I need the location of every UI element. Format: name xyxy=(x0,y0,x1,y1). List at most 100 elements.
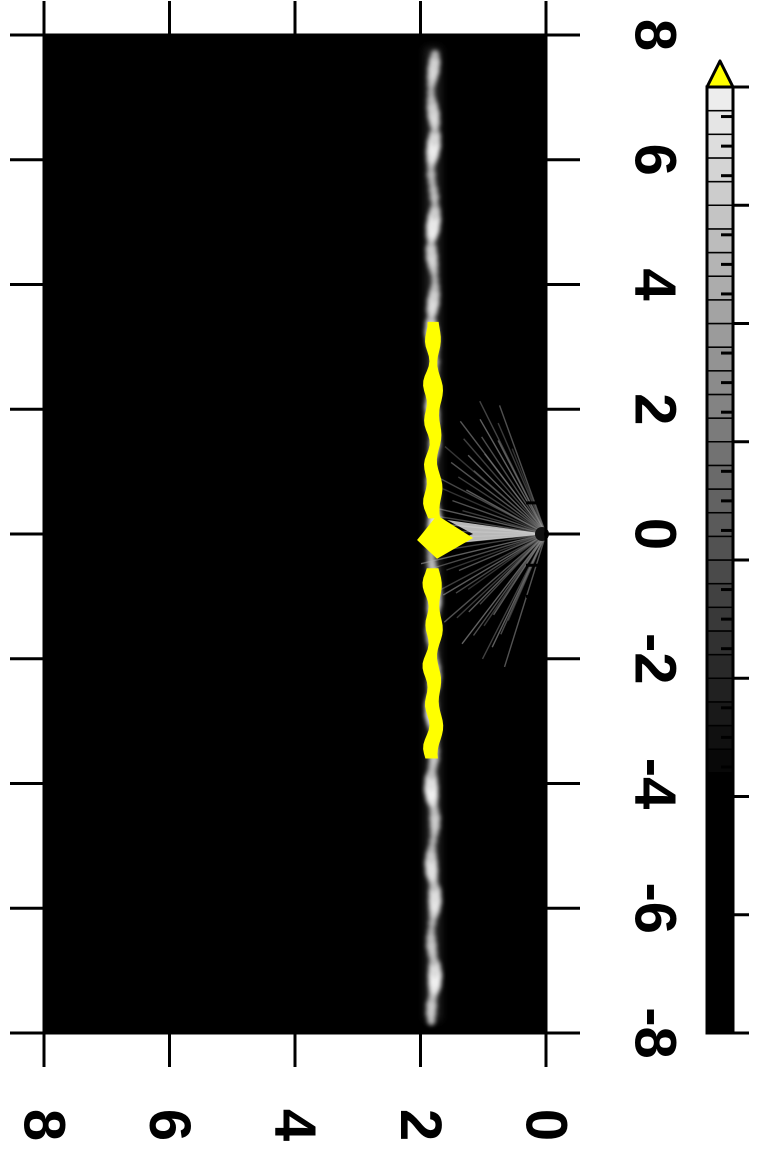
x-tick-label: -4 xyxy=(623,758,688,810)
colorbar-segment xyxy=(706,417,734,443)
colorbar-segment xyxy=(706,299,734,325)
disk-peak-lower-arm xyxy=(422,568,444,759)
y-tick-label: 2 xyxy=(388,1109,453,1141)
colorbar-segment xyxy=(706,86,734,112)
colorbar-segment xyxy=(706,866,734,892)
y-axis xyxy=(42,1,548,1067)
disk-clump xyxy=(427,88,436,97)
disk-peak-center xyxy=(417,515,474,559)
colorbar-segment xyxy=(706,464,734,490)
colorbar xyxy=(705,59,749,1035)
colorbar-segment xyxy=(706,795,734,821)
colorbar-segment xyxy=(706,180,734,207)
y-tick-label: 4 xyxy=(263,1109,328,1141)
x-tick-label: 2 xyxy=(623,393,688,425)
colorbar-segment xyxy=(706,228,734,254)
jet-ray xyxy=(467,533,547,590)
colorbar-segment xyxy=(706,582,734,609)
colorbar-segment xyxy=(706,393,734,419)
colorbar-segment xyxy=(706,677,734,703)
disk-clump xyxy=(429,836,438,846)
disk-clump xyxy=(429,204,441,221)
disk-clump xyxy=(427,926,436,935)
jet-ray xyxy=(458,533,547,572)
disk-clump xyxy=(428,184,438,196)
colorbar-segment xyxy=(706,535,734,561)
jet-ray xyxy=(429,533,547,596)
jet-ray xyxy=(461,533,547,645)
jet-fan xyxy=(420,400,549,668)
colorbar-segment xyxy=(706,511,734,538)
jet-ray xyxy=(497,422,547,535)
jet-ray xyxy=(450,461,547,535)
x-tick-label: -6 xyxy=(623,882,688,934)
jet-ray xyxy=(428,505,547,535)
jet-ray xyxy=(498,405,547,535)
colorbar-segment xyxy=(706,653,734,679)
jet-ray xyxy=(479,533,547,605)
jet-ray xyxy=(467,454,547,535)
jet-ray xyxy=(420,533,547,565)
colorbar-extend-max xyxy=(705,59,735,89)
jet-ray xyxy=(456,533,547,619)
colorbar-segment xyxy=(706,890,734,916)
disk-clump xyxy=(426,932,436,945)
y-tick-label: 0 xyxy=(514,1109,579,1141)
x-axis xyxy=(10,33,580,1035)
colorbar-segment xyxy=(706,109,734,136)
x-axis-tick-labels: -8 -6 -4 -2 0 2 4 6 8 xyxy=(623,19,688,1059)
x-tick-label: 8 xyxy=(623,19,688,51)
jet-ray xyxy=(446,533,547,571)
colorbar-segment xyxy=(706,937,734,963)
disk-clump xyxy=(430,281,440,293)
disk-clump xyxy=(426,169,436,181)
colorbar-segment xyxy=(706,275,734,301)
x-tick-label: -8 xyxy=(623,1007,688,1059)
jet-ray xyxy=(452,533,547,550)
jet-ray xyxy=(452,499,547,535)
colorbar-segment xyxy=(706,630,734,656)
colorbar-segment xyxy=(706,1008,734,1034)
disk-clump xyxy=(426,94,437,106)
y-tick-label: 8 xyxy=(12,1109,77,1141)
disk-clump xyxy=(430,275,439,284)
heatmap-background xyxy=(44,35,546,1033)
jet-ray xyxy=(479,400,547,535)
disk-clump xyxy=(425,241,437,258)
y-axis-tick-labels: 0 2 4 6 8 xyxy=(12,1109,579,1141)
colorbar-segment xyxy=(706,701,734,727)
colorbar-segment xyxy=(706,441,734,467)
x-tick-label: -2 xyxy=(623,633,688,685)
x-tick-label: 4 xyxy=(623,268,688,300)
x-tick-label: 6 xyxy=(623,144,688,176)
jet-ray xyxy=(444,446,547,535)
jet-ray xyxy=(481,436,547,535)
jet-ray xyxy=(434,474,547,535)
jet-ray xyxy=(457,476,547,535)
jet-ray xyxy=(442,488,547,535)
colorbar-segment xyxy=(706,559,734,585)
heatmap-panel xyxy=(42,33,549,1035)
colorbar-segment xyxy=(706,204,734,230)
disk-peak-upper-arm xyxy=(423,321,443,519)
colorbar-segment xyxy=(706,772,734,798)
y-tick-label: 6 xyxy=(137,1109,202,1141)
jet-ray xyxy=(463,438,547,535)
jet-ray xyxy=(439,515,547,535)
disk-peak-region xyxy=(417,321,474,759)
colorbar-segment xyxy=(706,346,734,372)
jet-ray xyxy=(503,533,547,668)
disk-clump xyxy=(430,50,440,60)
jet-ray xyxy=(442,533,547,596)
colorbar-segment xyxy=(706,748,734,774)
colorbar-segment xyxy=(706,157,734,183)
x-tick-label: 0 xyxy=(623,518,688,550)
jet-ray xyxy=(459,420,547,535)
colorbar-segment xyxy=(706,914,734,940)
colorbar-segment xyxy=(706,322,734,348)
jet-ray xyxy=(443,533,547,623)
jet-ray xyxy=(507,533,547,621)
colorbar-segment xyxy=(706,819,734,845)
jet-ray xyxy=(493,533,547,616)
